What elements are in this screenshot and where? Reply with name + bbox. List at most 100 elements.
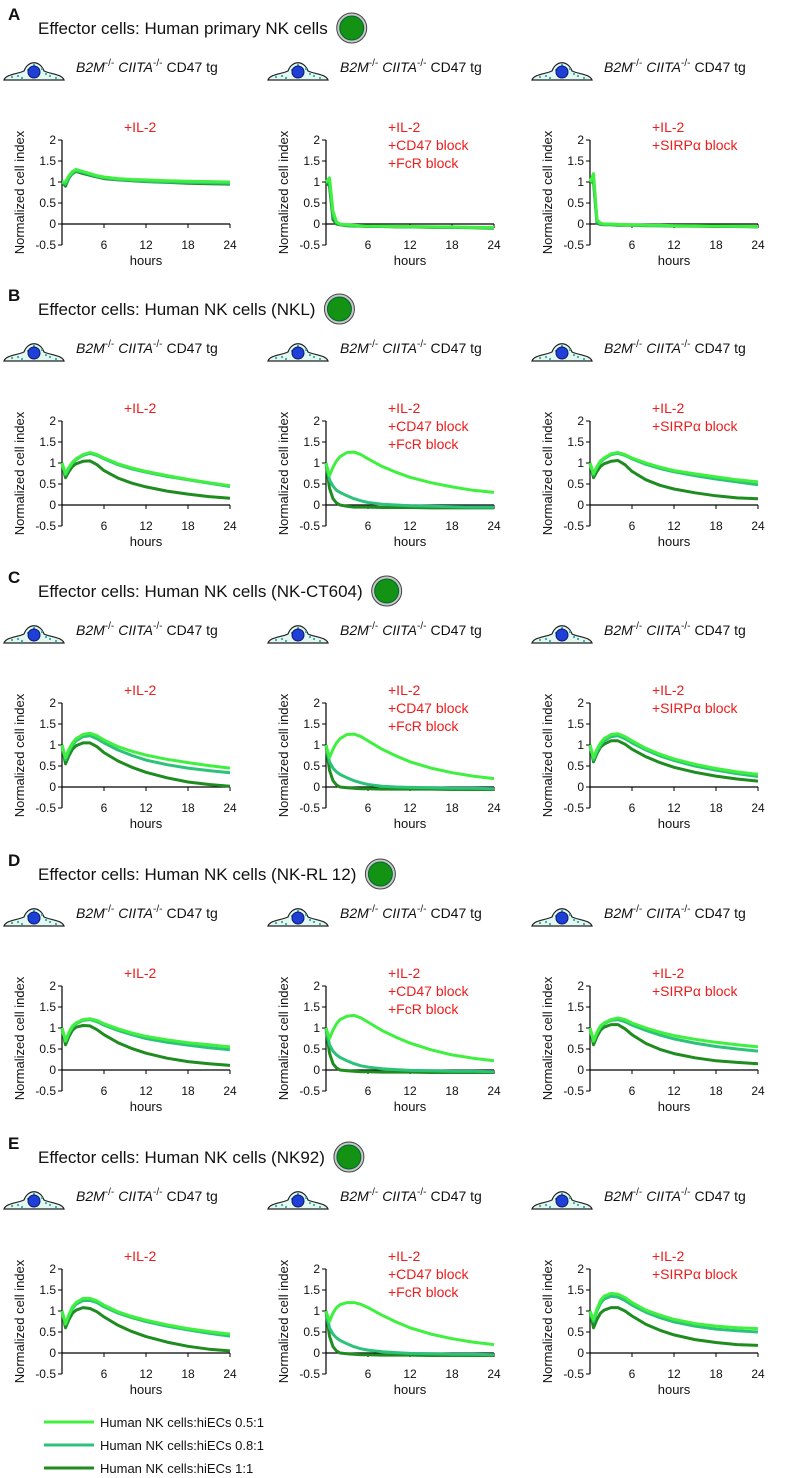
legend-label: Human NK cells:hiECs 0.8:1 (100, 1438, 264, 1453)
gene: B2M (76, 622, 105, 638)
series-line (324, 176, 494, 229)
x-tick-label: 12 (667, 1084, 681, 1098)
cell-dot (318, 76, 322, 80)
cell-dot (538, 75, 542, 79)
cell-dot (548, 1205, 552, 1209)
condition-label: +CD47 block (388, 137, 470, 153)
cell-dot (308, 353, 312, 357)
cell-dot (280, 920, 284, 924)
cell-label: B2M-/- CIITA-/- CD47 tg (340, 904, 482, 921)
x-tick-label: 24 (223, 238, 237, 252)
y-tick-label: 2 (313, 414, 320, 428)
x-tick-label: 24 (223, 1084, 237, 1098)
cell-nucleus (291, 911, 305, 925)
y-axis-label: Normalized cell index (540, 976, 555, 1100)
y-tick-label: 0.5 (39, 477, 56, 491)
y-tick-label: 2 (313, 979, 320, 993)
series-line (588, 1306, 759, 1347)
x-axis-label: hours (130, 253, 163, 268)
series-line (60, 451, 231, 488)
cell-dot (582, 76, 586, 80)
superscript: -/- (369, 621, 378, 632)
cell-dot (572, 635, 576, 639)
series-line (590, 180, 759, 229)
cell-dot (308, 72, 312, 76)
cell-dot (582, 1205, 586, 1209)
cell-icon (531, 625, 593, 644)
condition-label: +IL-2 (388, 682, 421, 698)
condition-label: +IL-2 (652, 682, 685, 698)
cell-nucleus (555, 911, 569, 925)
x-tick-label: 18 (181, 1084, 195, 1098)
x-tick-label: 12 (667, 801, 681, 815)
superscript: -/- (633, 904, 642, 915)
condition-label: +FcR block (388, 436, 459, 452)
superscript: -/- (369, 339, 378, 350)
cell-icon (3, 908, 65, 927)
gene: CIITA (382, 622, 417, 638)
y-tick-label: -0.5 (35, 1367, 56, 1381)
y-tick-label: -0.5 (563, 238, 584, 252)
y-tick-label: -0.5 (35, 519, 56, 533)
series-line (324, 181, 495, 230)
condition-label: +FcR block (388, 1001, 459, 1017)
x-tick-label: 12 (139, 801, 153, 815)
cell-icon (531, 62, 593, 81)
y-tick-label: -0.5 (299, 801, 320, 815)
panel-title: Effector cells: Human NK cells (NKL) (38, 300, 315, 319)
cell-dot (16, 637, 20, 641)
cell-dot (48, 637, 52, 641)
cell-label: B2M-/- CIITA-/- CD47 tg (604, 621, 746, 638)
y-axis-label: Normalized cell index (12, 1259, 27, 1383)
y-tick-label: 0.5 (39, 1042, 56, 1056)
cell-dot (284, 76, 288, 80)
y-tick-label: 0.5 (39, 1325, 56, 1339)
cell-dot (10, 356, 14, 360)
gene: CIITA (118, 1188, 153, 1204)
cell-dot (54, 639, 58, 643)
gene: CIITA (118, 340, 153, 356)
superscript: -/- (153, 621, 162, 632)
y-axis-label: Normalized cell index (276, 1259, 291, 1383)
cell-icon (531, 1191, 593, 1210)
x-tick-label: 24 (487, 1084, 501, 1098)
condition-label: +CD47 block (388, 418, 470, 434)
cell-dot (10, 1204, 14, 1208)
y-tick-label: 2 (577, 414, 584, 428)
cell-dot (280, 74, 284, 78)
x-axis-label: hours (658, 1382, 691, 1397)
y-tick-label: 1.5 (567, 717, 584, 731)
condition-label: +CD47 block (388, 1266, 470, 1282)
legend-label: Human NK cells:hiECs 1:1 (100, 1461, 253, 1476)
cell-nucleus (27, 1194, 41, 1208)
series-line (62, 167, 231, 184)
cell-icon (3, 62, 65, 81)
cell-dot (568, 348, 572, 352)
cell-dot (304, 913, 308, 917)
cell-dot (544, 920, 548, 924)
gene: CIITA (646, 340, 681, 356)
construct: CD47 tg (694, 622, 745, 638)
cell-dot (284, 357, 288, 361)
condition-label: +SIRPα block (652, 983, 739, 999)
construct: CD47 tg (430, 1188, 481, 1204)
y-tick-label: -0.5 (35, 238, 56, 252)
y-axis-label: Normalized cell index (540, 411, 555, 535)
series-line (588, 459, 759, 501)
cell-dot (544, 1203, 548, 1207)
condition-label: +IL-2 (652, 119, 685, 135)
y-tick-label: -0.5 (35, 801, 56, 815)
cell-icon (531, 343, 593, 362)
cell-dot (538, 638, 542, 642)
cell-dot (576, 74, 580, 78)
y-tick-label: 0 (313, 498, 320, 512)
panel-letter: A (8, 5, 20, 24)
y-tick-label: 0.5 (303, 196, 320, 210)
y-tick-label: 1 (49, 738, 56, 752)
superscript: -/- (369, 1187, 378, 1198)
gene: B2M (604, 59, 633, 75)
condition-label: +IL-2 (652, 965, 685, 981)
construct: CD47 tg (166, 622, 217, 638)
superscript: -/- (681, 1187, 690, 1198)
y-axis-label: Normalized cell index (540, 1259, 555, 1383)
